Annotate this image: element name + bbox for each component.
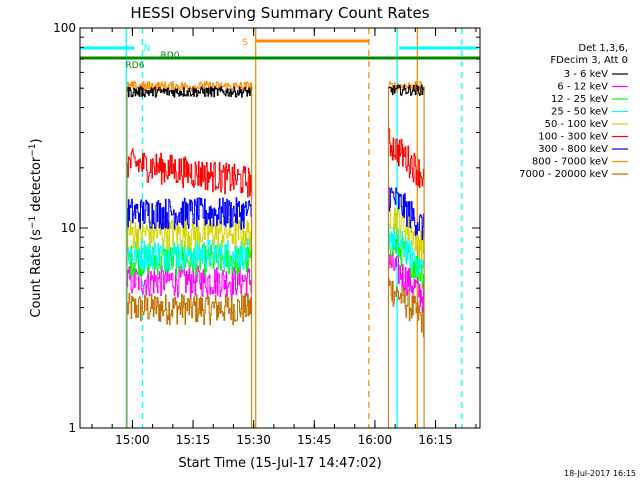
legend-header: FDecim 3, Att 0 (550, 55, 628, 66)
legend-label: 6 - 12 keV (557, 82, 608, 93)
series-trace (388, 251, 425, 313)
svg-text:Count Rate (s−1 detector−1): Count Rate (s−1 detector−1) (28, 138, 44, 317)
series-trace (388, 223, 425, 277)
x-axis-label: Start Time (15-Jul-17 14:47:02) (178, 456, 381, 471)
x-tick-label: 15:00 (115, 433, 150, 447)
series-trace (388, 84, 425, 96)
chart-title: HESSI Observing Summary Count Rates (130, 4, 429, 22)
x-tick-label: 15:30 (236, 433, 271, 447)
legend-header: Det 1,3,6, (578, 43, 628, 54)
y-tick-label: 1 (68, 421, 76, 435)
x-tick-label: 16:00 (358, 433, 393, 447)
legend-label: 800 - 7000 keV (532, 157, 608, 168)
series-trace (127, 86, 253, 98)
series-trace (388, 127, 425, 188)
series-trace (127, 292, 253, 326)
series-6 (127, 187, 425, 241)
plot-content: N S RD0 RD6 (80, 28, 480, 428)
legend-label: 100 - 300 keV (538, 132, 608, 143)
y-tick-label: 100 (53, 21, 76, 35)
series-trace (127, 218, 253, 251)
series-trace (388, 278, 425, 338)
x-tick-label: 15:45 (297, 433, 332, 447)
legend-label: 300 - 800 keV (538, 144, 608, 155)
series-trace (127, 197, 253, 230)
x-tick-label: 15:15 (176, 433, 211, 447)
legend-label: 7000 - 20000 keV (519, 169, 608, 180)
legend-label: 3 - 6 keV (564, 69, 608, 80)
footer-date: 18-Jul-2017 16:15 (564, 469, 636, 478)
series-5 (127, 127, 425, 198)
legend-label: 12 - 25 keV (551, 94, 608, 105)
series-trace (127, 244, 253, 277)
flag-label: N (144, 44, 151, 54)
series-1 (127, 251, 425, 313)
flag-label: S (242, 38, 248, 48)
axes-layer: 15:00 15:15 15:30 15:45 16:00 16:15 1 10 100 (53, 21, 480, 447)
legend-label: 25 - 50 keV (551, 107, 608, 118)
series-trace (388, 187, 425, 241)
series-trace (127, 265, 253, 298)
flag-label: RD0 (161, 51, 180, 61)
x-tick-label: 16:15 (418, 433, 453, 447)
legend-label: 50 - 100 keV (545, 119, 609, 130)
series-trace (127, 148, 253, 198)
legend: Det 1,3,6,FDecim 3, Att 0 3 - 6 keV 6 - 12… (519, 43, 628, 180)
y-axis-label: Count Rate (s−1 detector−1) (28, 138, 44, 317)
series-0 (127, 84, 425, 98)
y-tick-label: 10 (61, 221, 76, 235)
flag-label: RD6 (126, 61, 145, 71)
series-8 (127, 278, 425, 338)
